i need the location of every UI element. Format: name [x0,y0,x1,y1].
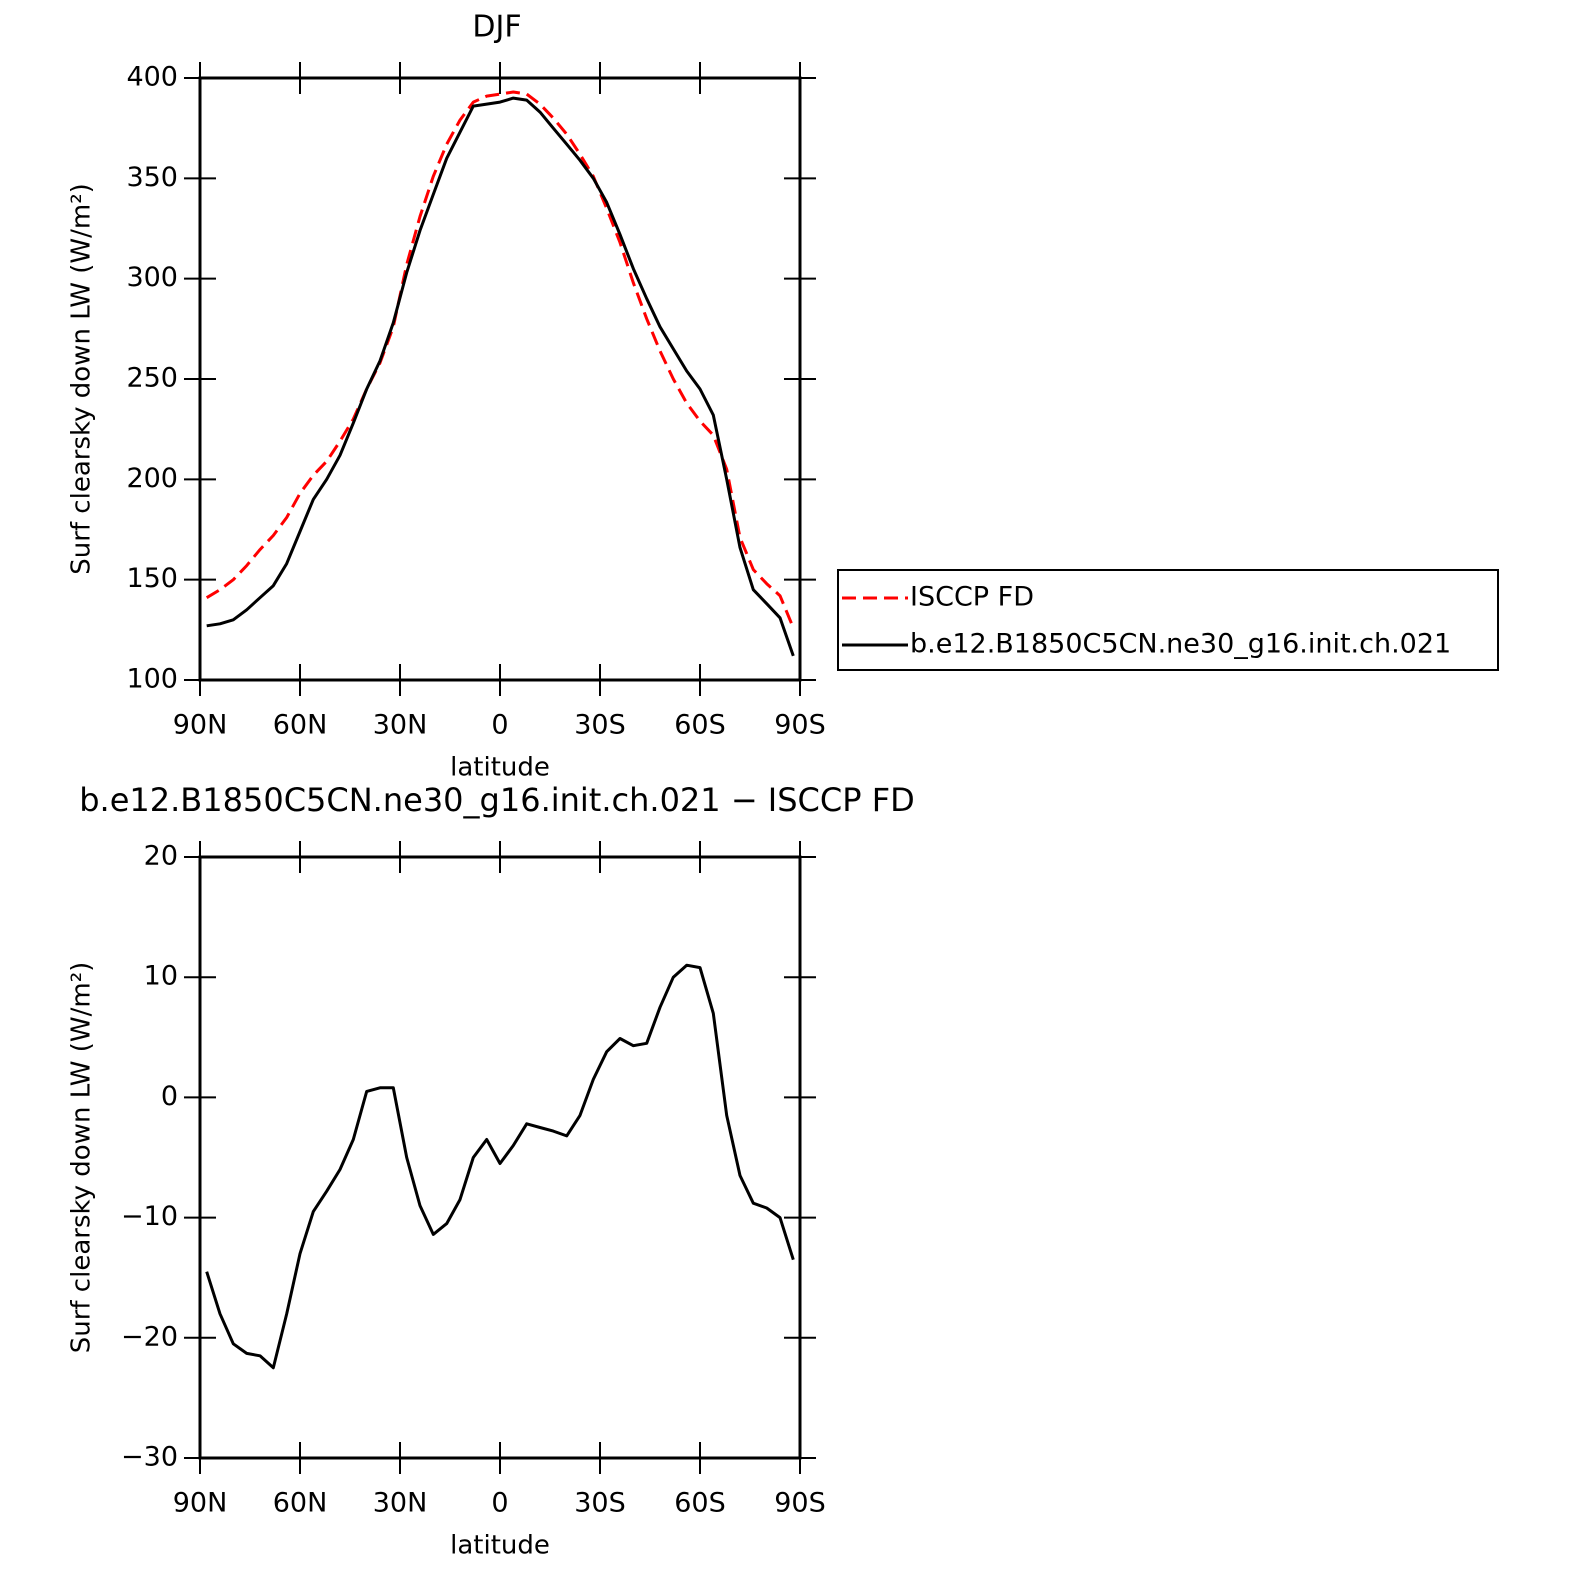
data-line [205,963,795,1370]
x-tick-label: 90N [173,1488,228,1519]
x-tick-label: 60S [674,1488,726,1519]
y-tick-label: 100 [126,664,178,695]
data-line [206,96,795,657]
chart-title: b.e12.B1850C5CN.ne30_g16.init.ch.021 − I… [79,781,915,819]
y-tick-label: 200 [126,463,178,494]
chart-title: DJF [472,10,521,45]
y-tick-label: 20 [144,841,178,872]
x-tick-label: 60N [273,710,328,741]
x-tick-label: 30N [373,710,428,741]
y-tick-label: 150 [126,563,178,594]
x-tick-label: 90S [774,710,826,741]
x-tick-label: 90N [173,710,228,741]
legend-box [837,569,1499,671]
x-tick-label: 90S [774,1488,826,1519]
x-tick-label: 60S [674,710,726,741]
plot-frame [198,76,802,682]
x-tick-label: 30S [574,710,626,741]
x-axis-label: latitude [450,753,550,783]
x-tick-label: 0 [491,1488,508,1519]
y-axis-label: Surf clearsky down LW (W/m²) [67,183,97,575]
y-tick-label: 10 [144,961,178,992]
y-tick-label: −20 [121,1321,178,1352]
data-line [205,90,795,629]
x-tick-label: 60N [273,1488,328,1519]
y-tick-label: −30 [121,1442,178,1473]
y-tick-label: 0 [161,1081,178,1112]
y-tick-label: 300 [126,262,178,293]
y-tick-label: 400 [126,62,178,93]
y-tick-label: −10 [121,1201,178,1232]
x-tick-label: 0 [491,710,508,741]
x-tick-label: 30N [373,1488,428,1519]
x-tick-label: 30S [574,1488,626,1519]
x-axis-label: latitude [450,1531,550,1561]
y-tick-label: 350 [126,162,178,193]
plot-frame [198,855,802,1460]
legend-label: ISCCP FD [910,582,1034,613]
legend-label: b.e12.B1850C5CN.ne30_g16.init.ch.021 [910,629,1451,660]
y-axis-label: Surf clearsky down LW (W/m²) [67,962,97,1354]
y-tick-label: 250 [126,363,178,394]
